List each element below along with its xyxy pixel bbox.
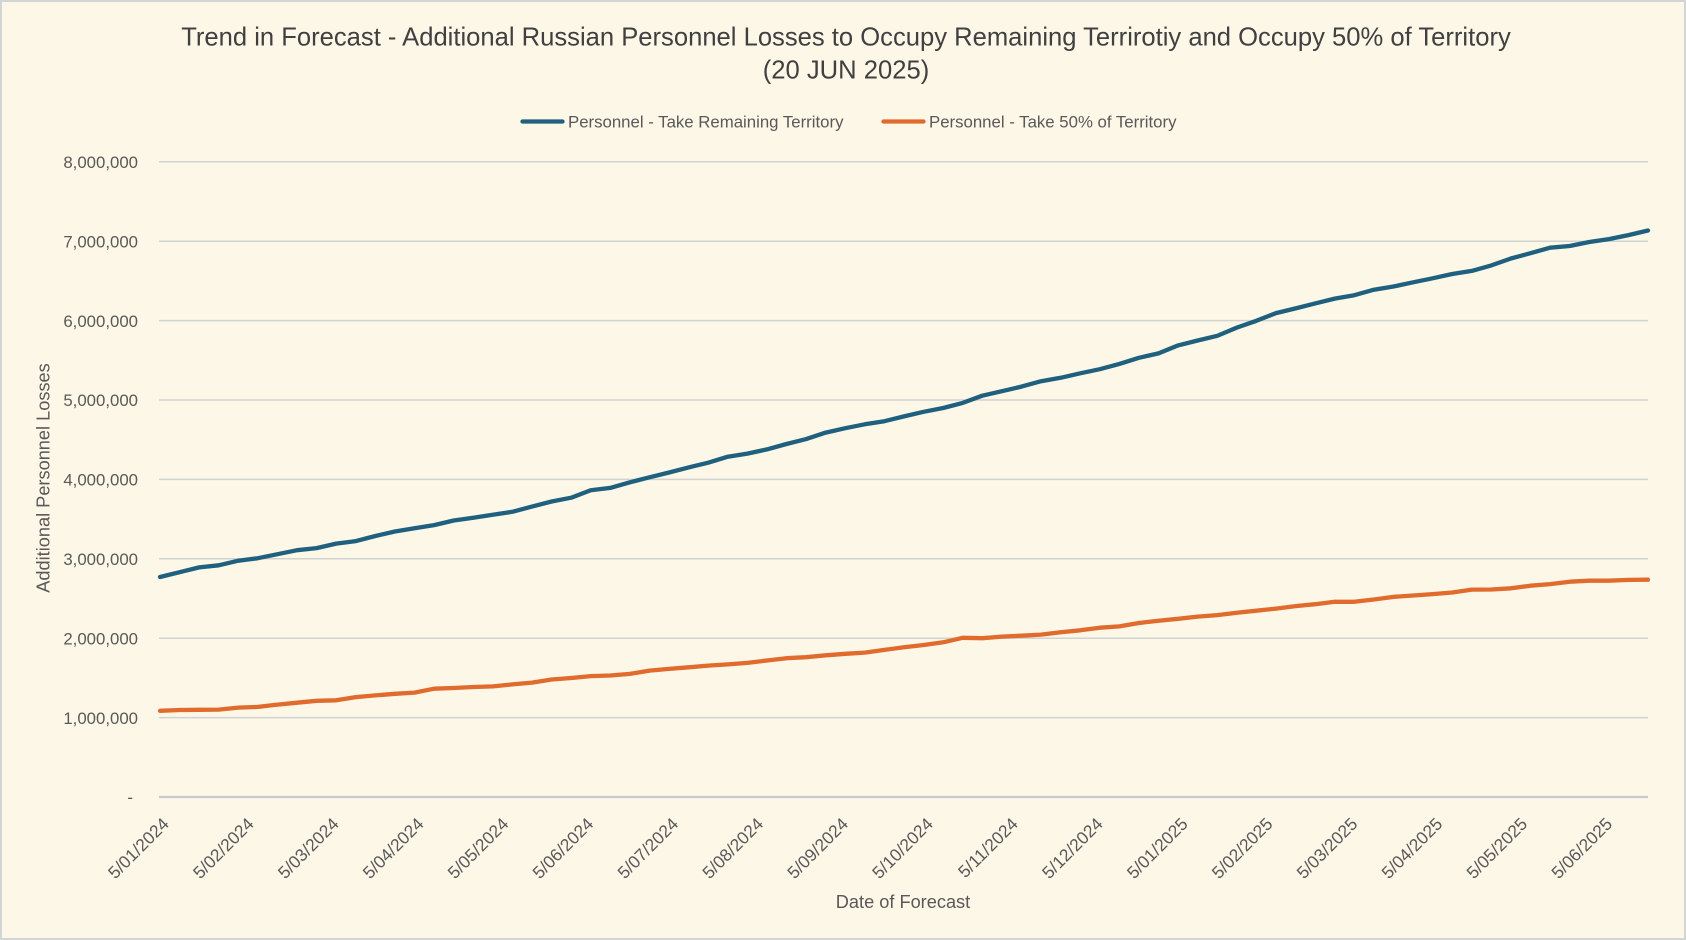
svg-text:5/01/2025: 5/01/2025 — [1123, 814, 1192, 883]
svg-text:5/09/2024: 5/09/2024 — [783, 813, 852, 882]
svg-text:5/11/2024: 5/11/2024 — [954, 813, 1022, 881]
svg-text:7,000,000: 7,000,000 — [63, 232, 138, 251]
svg-text:5/05/2024: 5/05/2024 — [444, 813, 513, 882]
svg-text:Date of Forecast: Date of Forecast — [836, 892, 970, 912]
svg-text:5,000,000: 5,000,000 — [63, 391, 138, 410]
svg-text:6,000,000: 6,000,000 — [63, 312, 138, 331]
svg-text:2,000,000: 2,000,000 — [63, 629, 138, 648]
svg-text:5/06/2025: 5/06/2025 — [1547, 814, 1616, 883]
svg-text:5/07/2024: 5/07/2024 — [613, 813, 682, 882]
svg-text:-: - — [127, 788, 133, 807]
svg-text:5/06/2024: 5/06/2024 — [528, 813, 597, 882]
svg-text:5/02/2024: 5/02/2024 — [189, 813, 258, 882]
svg-text:5/05/2025: 5/05/2025 — [1462, 814, 1531, 883]
svg-text:5/03/2024: 5/03/2024 — [274, 813, 343, 882]
svg-text:Additional Personnel Losses: Additional Personnel Losses — [34, 363, 54, 593]
svg-text:5/02/2025: 5/02/2025 — [1208, 814, 1277, 883]
svg-text:5/01/2024: 5/01/2024 — [104, 813, 173, 882]
svg-text:8,000,000: 8,000,000 — [63, 153, 138, 172]
svg-text:5/10/2024: 5/10/2024 — [868, 813, 937, 882]
svg-text:Trend in Forecast - Additional: Trend in Forecast - Additional Russian P… — [181, 23, 1511, 51]
svg-text:5/08/2024: 5/08/2024 — [698, 813, 767, 882]
svg-text:5/03/2025: 5/03/2025 — [1293, 814, 1362, 883]
svg-text:Personnel - Take 50% of Territ: Personnel - Take 50% of Territory — [929, 112, 1177, 131]
svg-text:5/04/2024: 5/04/2024 — [359, 813, 428, 882]
svg-text:(20 JUN 2025): (20 JUN 2025) — [763, 57, 929, 85]
svg-text:5/12/2024: 5/12/2024 — [1038, 813, 1107, 882]
svg-text:Personnel - Take Remaining Ter: Personnel - Take Remaining Territory — [568, 112, 844, 131]
svg-text:3,000,000: 3,000,000 — [63, 550, 138, 569]
svg-text:5/04/2025: 5/04/2025 — [1377, 814, 1446, 883]
svg-text:1,000,000: 1,000,000 — [63, 709, 138, 728]
svg-text:4,000,000: 4,000,000 — [63, 471, 138, 490]
